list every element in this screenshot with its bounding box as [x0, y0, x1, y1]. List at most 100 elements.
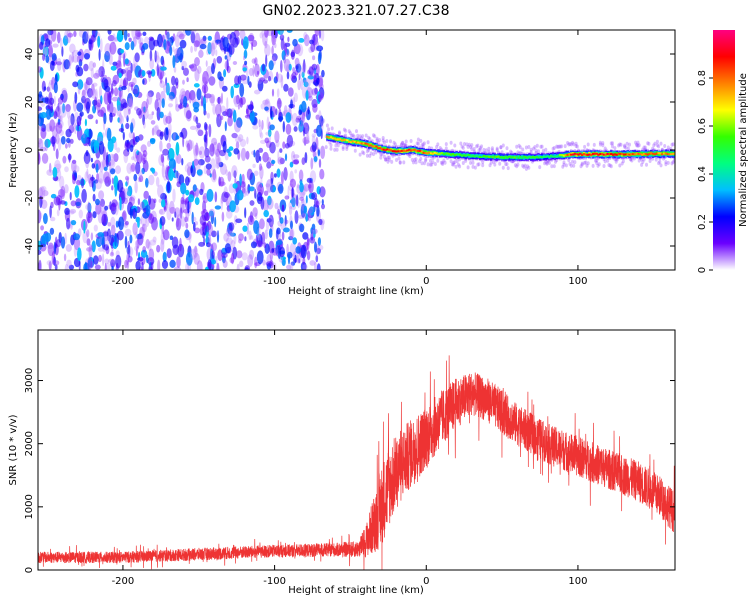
noise-blob: [280, 30, 284, 38]
track-halo: [416, 137, 420, 142]
noise-blob: [160, 66, 167, 71]
noise-blob: [270, 171, 274, 184]
track-halo: [499, 145, 503, 150]
track-halo: [609, 141, 613, 146]
track-cell: [326, 135, 329, 138]
noise-blob: [208, 76, 216, 86]
noise-blob: [87, 88, 93, 98]
noise-blob: [71, 160, 77, 173]
noise-blob: [93, 179, 99, 184]
noise-blob: [171, 217, 174, 222]
track-halo: [409, 139, 413, 143]
noise-blob: [46, 86, 51, 92]
noise-blob: [161, 98, 165, 109]
track-halo: [630, 158, 634, 163]
noise-blob: [311, 135, 316, 146]
noise-blob: [290, 74, 295, 82]
noise-blob: [47, 30, 54, 36]
track-halo: [464, 158, 468, 163]
track-halo: [580, 161, 584, 166]
noise-blob: [97, 232, 105, 237]
noise-blob: [207, 42, 214, 53]
track-halo: [476, 162, 480, 167]
track-cell: [364, 142, 367, 145]
track-cell: [597, 153, 600, 156]
noise-blob: [39, 195, 43, 209]
noise-blob: [295, 117, 300, 123]
track-halo: [352, 134, 356, 139]
track-halo: [412, 160, 415, 165]
noise-blob: [321, 199, 324, 205]
noise-blob: [192, 101, 200, 110]
track-cell: [349, 141, 353, 144]
noise-blob: [285, 123, 292, 135]
track-halo: [492, 159, 496, 164]
noise-blob: [90, 67, 94, 79]
track-cell: [661, 151, 664, 155]
noise-blob: [188, 64, 195, 69]
track-halo: [480, 144, 483, 149]
noise-blob: [215, 152, 220, 165]
track-halo: [477, 148, 481, 153]
noise-blob: [285, 112, 292, 123]
noise-blob: [134, 52, 140, 63]
noise-blob: [287, 36, 290, 42]
noise-blob: [162, 148, 170, 156]
noise-blob: [122, 102, 128, 109]
track-halo: [333, 147, 337, 152]
track-halo: [583, 160, 587, 165]
noise-blob: [141, 100, 148, 114]
spectrogram-background: [38, 30, 675, 270]
track-halo: [424, 157, 428, 162]
noise-blob: [93, 255, 99, 265]
noise-blob: [178, 33, 185, 40]
track-halo: [571, 140, 574, 145]
noise-blob: [130, 98, 133, 108]
colorbar: 00.20.40.60.8 Normalized spectral amplit…: [697, 30, 749, 273]
track-halo: [374, 150, 378, 155]
noise-blob: [316, 205, 320, 217]
noise-blob: [244, 207, 247, 219]
noise-blob: [217, 96, 221, 105]
colorbar-label: Normalized spectral amplitude: [738, 73, 749, 227]
noise-blob: [181, 60, 188, 68]
track-cell: [386, 148, 389, 151]
noise-blob: [318, 92, 324, 101]
noise-blob: [131, 30, 138, 40]
track-cell: [375, 145, 378, 148]
noise-blob: [215, 231, 220, 236]
noise-blob: [224, 243, 231, 254]
noise-blob: [128, 98, 134, 110]
noise-blob: [244, 236, 247, 242]
noise-blob: [303, 121, 307, 128]
noise-blob: [82, 230, 88, 244]
noise-blob: [302, 257, 306, 265]
noise-blob: [252, 163, 256, 168]
track-cell: [469, 155, 473, 158]
track-halo: [670, 142, 674, 147]
noise-blob: [311, 223, 316, 231]
noise-blob: [103, 166, 108, 171]
snr-x-axis: -200 -100 0 100: [112, 330, 587, 587]
noise-blob: [286, 134, 294, 148]
track-cell: [424, 150, 427, 154]
track-halo: [344, 128, 348, 133]
noise-blob: [137, 37, 144, 45]
snr-x-axis-label: Height of straight line (km): [288, 585, 424, 596]
track-halo: [572, 142, 576, 147]
noise-blob: [64, 30, 69, 40]
track-cell: [399, 150, 402, 153]
noise-blob: [190, 63, 198, 72]
noise-blob: [142, 246, 147, 253]
noise-blob: [128, 81, 135, 87]
track-halo: [641, 160, 645, 164]
noise-blob: [71, 159, 77, 164]
noise-blob: [168, 103, 173, 108]
noise-blob: [83, 151, 91, 165]
track-cell: [419, 149, 422, 152]
noise-blob: [292, 67, 296, 73]
noise-blob: [222, 85, 228, 92]
noise-blob: [209, 173, 212, 178]
noise-blob: [309, 39, 314, 45]
noise-blob: [315, 255, 319, 263]
